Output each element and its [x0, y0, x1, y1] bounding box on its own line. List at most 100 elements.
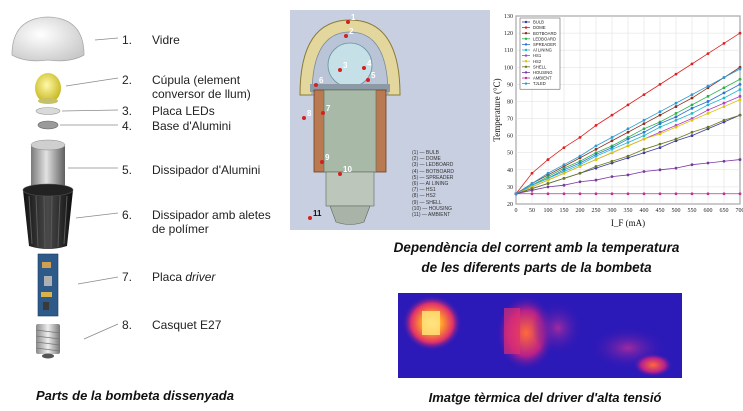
data-point: [674, 118, 678, 122]
part-label-dome: Cúpula (element conversor de llum): [152, 73, 251, 101]
section-point-label: 11: [313, 209, 322, 218]
section-point-label: 1: [351, 13, 356, 22]
leader-lines: [60, 37, 119, 340]
y-tick-label: 80: [507, 99, 513, 105]
section-point-marker: [338, 68, 342, 72]
data-point: [594, 165, 598, 168]
part-label-glass: Vidre: [152, 33, 180, 47]
section-legend-item: (3) — LEDBOARD: [412, 162, 454, 169]
section-legend-item: (5) — SPREADER: [412, 174, 454, 181]
data-point: [674, 101, 678, 105]
legend-label: HOUSING: [533, 70, 553, 75]
data-point: [610, 135, 614, 139]
y-tick-label: 90: [507, 82, 513, 88]
caption-bulb-parts: Parts de la bombeta dissenyada: [36, 388, 234, 403]
data-point: [722, 101, 726, 105]
data-point: [578, 171, 582, 175]
part-number: 1.: [122, 33, 133, 47]
legend-marker: [524, 43, 528, 46]
data-point: [706, 161, 710, 165]
legend-label: LEDBOARD: [533, 36, 556, 41]
y-tick-label: 20: [507, 202, 513, 208]
data-point: [626, 130, 630, 134]
y-tick-label: 40: [507, 168, 513, 174]
data-point: [690, 62, 694, 66]
data-point: [578, 135, 582, 139]
x-tick-label: 300: [608, 208, 617, 214]
data-point: [626, 103, 630, 107]
data-point: [738, 113, 742, 117]
data-point: [546, 182, 550, 185]
data-point: [642, 170, 646, 173]
section-point-label: 8: [307, 109, 312, 118]
data-point: [738, 77, 742, 81]
data-point: [722, 76, 726, 79]
data-point: [578, 192, 582, 196]
x-tick-label: 450: [656, 208, 665, 214]
section-point-label: 7: [326, 104, 331, 113]
part-number: 5.: [122, 163, 133, 177]
legend-marker: [524, 32, 528, 35]
aluminium-base-part: [37, 120, 59, 130]
data-point: [690, 96, 694, 100]
data-point: [674, 137, 678, 141]
legend-label: Al LINING: [533, 48, 552, 53]
data-point: [642, 192, 646, 196]
data-point: [658, 132, 662, 136]
data-point: [706, 100, 710, 103]
data-point: [674, 192, 678, 196]
data-point: [722, 192, 726, 196]
data-point: [594, 158, 598, 161]
section-point-marker: [302, 116, 306, 120]
caption-chart-line1: Dependència del corrent amb la temperatu…: [393, 240, 680, 255]
section-point-label: 4: [367, 59, 372, 68]
data-point: [674, 72, 678, 76]
temperature-chart: 0 50 100 150 200 250 300 350 400 450 500 550 600 650 7…: [492, 8, 743, 238]
data-point: [738, 67, 742, 71]
legend-label: SPREADER: [533, 42, 556, 47]
data-point: [674, 115, 678, 119]
data-point: [546, 185, 550, 189]
data-point: [722, 105, 726, 108]
data-point: [562, 163, 566, 167]
data-point: [610, 151, 614, 155]
y-axis-label: Temperature (°C): [492, 78, 502, 141]
data-point: [706, 84, 710, 88]
part-label-aluminium-base: Base d'Alumini: [152, 119, 231, 133]
data-point: [690, 130, 694, 134]
section-point-marker: [346, 20, 350, 24]
data-point: [610, 192, 614, 196]
data-point: [690, 103, 694, 107]
section-legend-item: (1) — BULB: [412, 150, 439, 156]
data-point: [658, 125, 662, 129]
data-point: [706, 125, 710, 129]
y-tick-label: 100: [504, 65, 513, 71]
data-point: [642, 151, 646, 155]
y-tick-label: 30: [507, 185, 513, 191]
section-legend-item: (8) — HS2: [412, 193, 436, 200]
legend-marker: [524, 48, 528, 52]
data-point: [690, 163, 694, 167]
data-point: [594, 144, 598, 148]
x-tick-label: 700: [736, 208, 743, 214]
section-legend-item: (10) — HOUSING: [412, 205, 453, 212]
y-tick-label: 130: [504, 14, 513, 20]
data-point: [658, 168, 662, 172]
section-point-marker: [314, 83, 318, 87]
data-point: [738, 82, 742, 86]
data-point: [690, 93, 694, 97]
section-point-marker: [366, 78, 370, 82]
data-point: [610, 175, 614, 179]
part-label-aluminium-heatsink: Dissipador d'Alumini: [152, 163, 261, 177]
section-legend-item: (2) — DOME: [412, 156, 441, 163]
data-point: [626, 137, 630, 141]
data-point: [738, 158, 742, 161]
led-board-part: [35, 107, 61, 115]
part-label-led-board: Placa LEDs: [152, 104, 215, 118]
data-point: [530, 192, 534, 196]
section-point-marker: [320, 160, 324, 164]
part-number: 8.: [122, 318, 133, 332]
legend-marker: [524, 37, 528, 40]
data-point: [626, 144, 630, 148]
section-legend-item: (4) — BOTBOARD: [412, 168, 454, 175]
